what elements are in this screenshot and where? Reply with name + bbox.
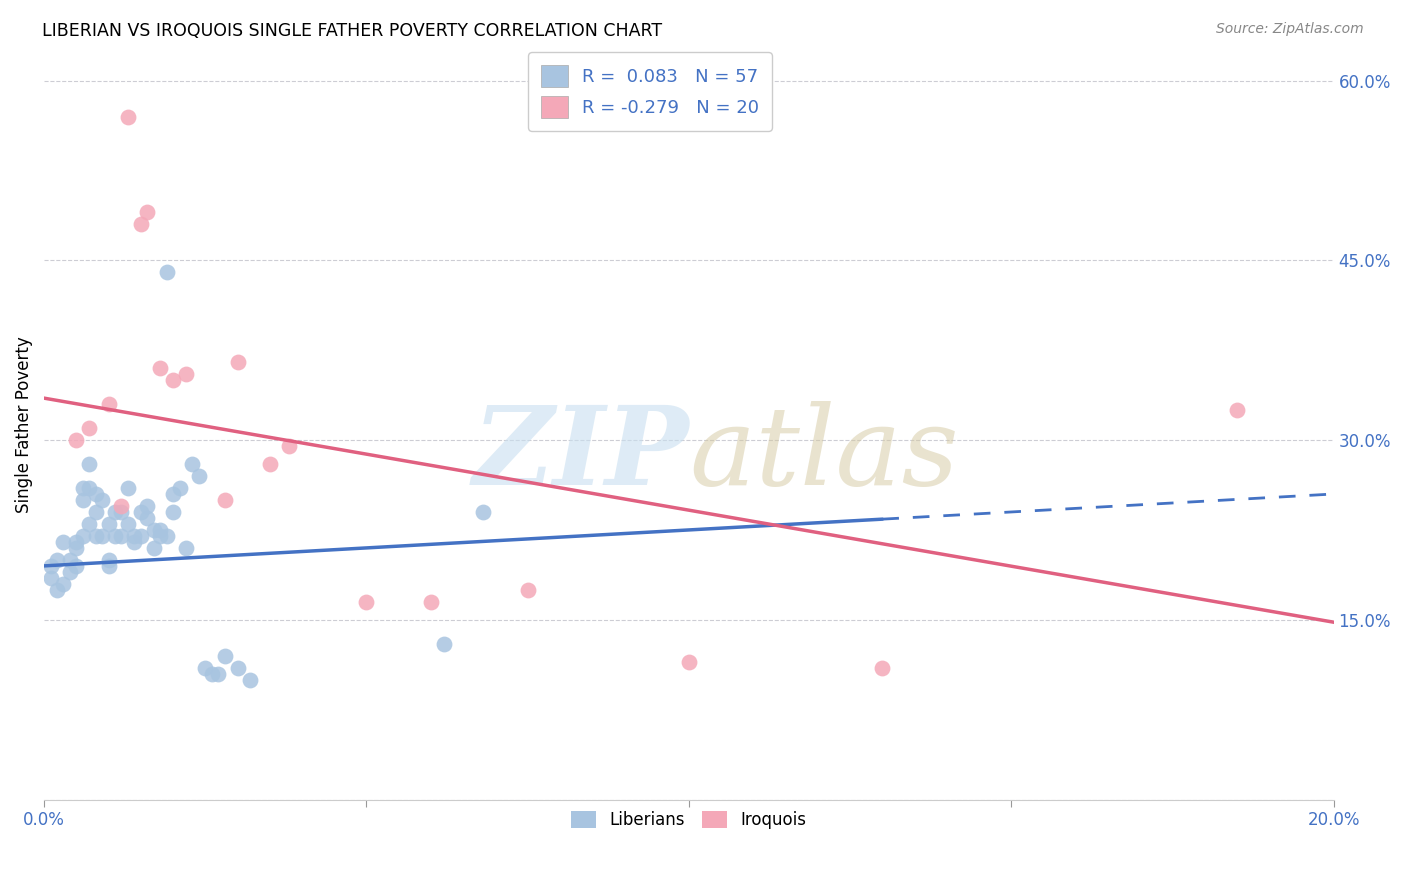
Point — [420, 595, 443, 609]
Legend: Liberians, Iroquois: Liberians, Iroquois — [565, 805, 813, 836]
Point — [156, 529, 179, 543]
Point — [77, 421, 100, 435]
Point — [149, 361, 172, 376]
Point — [65, 535, 87, 549]
Point — [104, 529, 127, 543]
Point — [97, 516, 120, 531]
Point — [97, 558, 120, 573]
Point — [239, 673, 262, 687]
Point — [181, 457, 204, 471]
Text: ZIP: ZIP — [472, 401, 689, 508]
Point — [162, 487, 184, 501]
Point — [678, 655, 700, 669]
Point — [97, 397, 120, 411]
Point — [77, 516, 100, 531]
Point — [129, 529, 152, 543]
Y-axis label: Single Father Poverty: Single Father Poverty — [15, 336, 32, 514]
Point — [59, 553, 82, 567]
Point — [39, 571, 62, 585]
Point — [194, 661, 217, 675]
Point — [65, 541, 87, 555]
Point — [91, 529, 114, 543]
Point — [142, 541, 165, 555]
Point — [117, 110, 139, 124]
Point — [117, 516, 139, 531]
Point — [142, 523, 165, 537]
Point — [278, 439, 301, 453]
Text: LIBERIAN VS IROQUOIS SINGLE FATHER POVERTY CORRELATION CHART: LIBERIAN VS IROQUOIS SINGLE FATHER POVER… — [42, 22, 662, 40]
Point — [52, 577, 75, 591]
Point — [207, 666, 229, 681]
Point — [84, 487, 107, 501]
Point — [65, 558, 87, 573]
Text: Source: ZipAtlas.com: Source: ZipAtlas.com — [1216, 22, 1364, 37]
Point — [169, 481, 191, 495]
Point — [259, 457, 281, 471]
Point — [46, 582, 69, 597]
Point — [174, 367, 197, 381]
Point — [201, 666, 224, 681]
Point — [39, 558, 62, 573]
Point — [136, 499, 159, 513]
Point — [91, 493, 114, 508]
Point — [77, 457, 100, 471]
Text: atlas: atlas — [689, 401, 959, 508]
Point — [77, 481, 100, 495]
Point — [84, 529, 107, 543]
Point — [46, 553, 69, 567]
Point — [516, 582, 538, 597]
Point — [149, 529, 172, 543]
Point — [110, 505, 132, 519]
Point — [84, 505, 107, 519]
Point — [72, 493, 94, 508]
Point — [187, 469, 209, 483]
Point — [104, 505, 127, 519]
Point — [65, 433, 87, 447]
Point — [1226, 403, 1249, 417]
Point — [110, 529, 132, 543]
Point — [52, 535, 75, 549]
Point — [872, 661, 894, 675]
Point — [97, 553, 120, 567]
Point — [214, 493, 236, 508]
Point — [129, 505, 152, 519]
Point — [162, 505, 184, 519]
Point — [162, 373, 184, 387]
Point — [174, 541, 197, 555]
Point — [110, 499, 132, 513]
Point — [433, 637, 456, 651]
Point — [356, 595, 378, 609]
Point — [129, 218, 152, 232]
Point — [214, 648, 236, 663]
Point — [156, 265, 179, 279]
Point — [117, 481, 139, 495]
Point — [72, 481, 94, 495]
Point — [136, 511, 159, 525]
Point — [471, 505, 494, 519]
Point — [226, 661, 249, 675]
Point — [149, 523, 172, 537]
Point — [72, 529, 94, 543]
Point — [124, 529, 146, 543]
Point — [59, 565, 82, 579]
Point — [124, 535, 146, 549]
Point — [226, 355, 249, 369]
Point — [136, 205, 159, 219]
